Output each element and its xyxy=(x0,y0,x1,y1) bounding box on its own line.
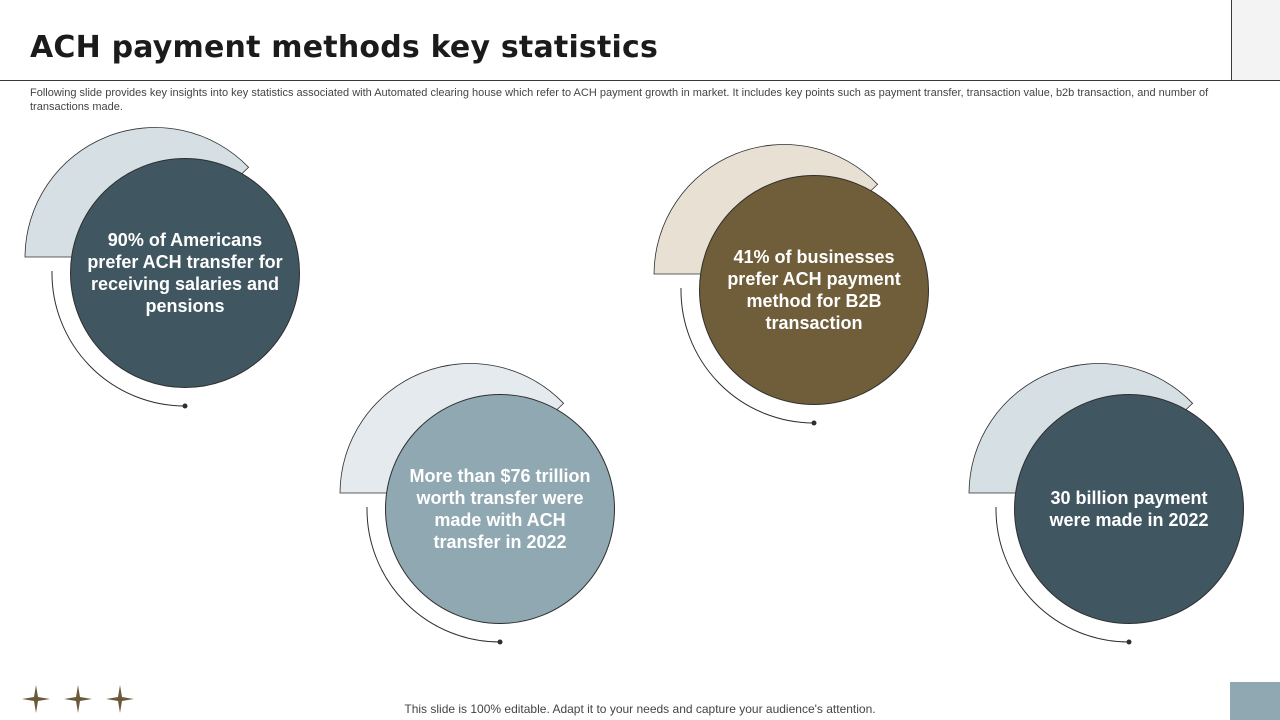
star-decoration xyxy=(20,683,136,715)
stat-text: 30 billion payment were made in 2022 xyxy=(1049,488,1209,530)
star-icon xyxy=(64,685,92,713)
stat-text: More than $76 trillion worth transfer we… xyxy=(409,466,591,552)
connector-arc xyxy=(51,270,186,407)
connector-arc xyxy=(680,287,815,424)
stat-circle: More than $76 trillion worth transfer we… xyxy=(385,394,615,624)
stat-text: 41% of businesses prefer ACH payment met… xyxy=(727,247,901,333)
connector-arc xyxy=(995,506,1130,643)
arc-end-dot xyxy=(182,403,188,409)
page-subtitle: Following slide provides key insights in… xyxy=(30,87,1209,113)
footer-accent-box xyxy=(1230,682,1280,720)
star-icon xyxy=(106,685,134,713)
stat-circle: 30 billion payment were made in 2022 xyxy=(1014,394,1244,624)
arc-end-dot xyxy=(497,639,503,645)
star-icon xyxy=(22,685,50,713)
corner-box xyxy=(1231,0,1280,80)
arc-end-dot xyxy=(1126,639,1132,645)
stat-text: 90% of Americans prefer ACH transfer for… xyxy=(87,230,283,316)
arc-end-dot xyxy=(811,420,817,426)
stat-circle: 90% of Americans prefer ACH transfer for… xyxy=(70,158,300,388)
page-title: ACH payment methods key statistics xyxy=(30,30,659,65)
stat-circle: 41% of businesses prefer ACH payment met… xyxy=(699,175,929,405)
connector-arc xyxy=(366,506,501,643)
title-divider xyxy=(0,80,1280,81)
footer-note: This slide is 100% editable. Adapt it to… xyxy=(404,702,876,716)
